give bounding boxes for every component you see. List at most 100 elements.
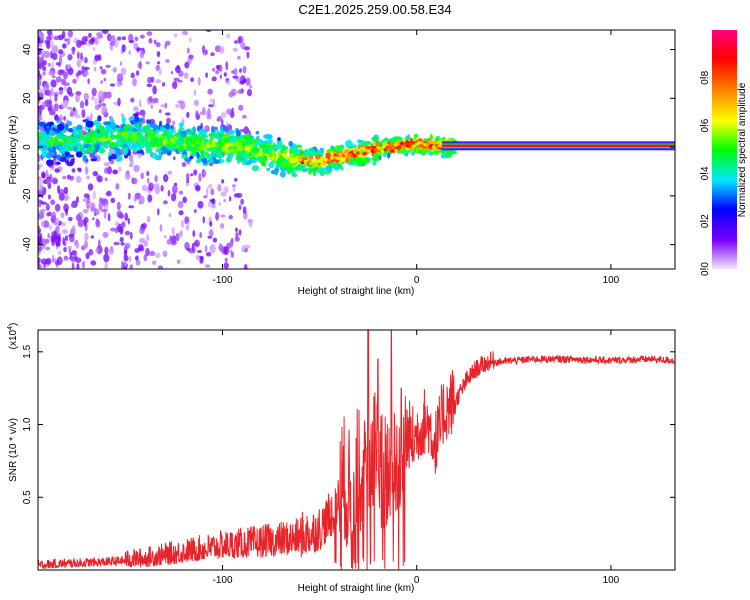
snr-y-tick-label-1: 1.0 [22, 417, 33, 431]
heatmap-cell-2341 [417, 141, 423, 145]
x-tick-label-0: -100 [212, 275, 232, 286]
heatmap-cell-287 [170, 240, 177, 246]
heatmap-cell-2155 [295, 167, 300, 171]
heatmap-cell-665 [195, 184, 201, 192]
heatmap-cell-898 [206, 113, 212, 120]
heatmap-cell-606 [220, 214, 226, 218]
heatmap-cell-747 [167, 170, 173, 175]
heatmap-cell-539 [219, 64, 223, 73]
heatmap-cell-536 [38, 200, 42, 207]
heatmap-cell-795 [59, 114, 63, 122]
heatmap-cell-288 [88, 249, 94, 256]
heatmap-cell-2310 [326, 158, 332, 163]
heatmap-cell-40 [115, 183, 120, 190]
heatmap-cell-204 [223, 186, 229, 194]
heatmap-cell-416 [104, 262, 109, 269]
heatmap-cell-2246 [244, 144, 251, 152]
heatmap-cell-1140 [136, 150, 144, 154]
heatmap-cell-1199 [59, 156, 67, 163]
heatmap-cell-2277 [413, 133, 419, 138]
heatmap-cell-2000 [155, 155, 162, 161]
heatmap-cell-275 [137, 61, 142, 69]
heatmap-cell-2100 [216, 151, 222, 158]
heatmap-cell-850 [63, 186, 69, 194]
heatmap-cell-630 [153, 183, 159, 190]
y-tick-label-2: 0 [22, 144, 33, 150]
heatmap-cell-2185 [122, 125, 129, 131]
heatmap-cell-1947 [222, 138, 230, 143]
heatmap-cell-2112 [227, 153, 234, 159]
spectrogram-marks [38, 30, 675, 269]
heatmap-cell-185 [117, 36, 122, 41]
heatmap-cell-750 [67, 174, 71, 180]
heatmap-cell-205 [186, 47, 190, 54]
heatmap-cell-162 [193, 169, 198, 176]
heatmap-cell-2241 [155, 138, 163, 143]
heatmap-cell-89 [90, 235, 95, 239]
heatmap-cell-312 [116, 201, 121, 211]
heatmap-cell-821 [110, 35, 116, 44]
heatmap-cell-653 [38, 177, 43, 187]
heatmap-cell-2002 [358, 156, 363, 163]
heatmap-cell-187 [238, 36, 241, 45]
heatmap-cell-790 [69, 234, 75, 243]
heatmap-cell-825 [95, 248, 99, 253]
heatmap-cell-434 [120, 67, 127, 76]
heatmap-cell-1977 [176, 133, 181, 137]
heatmap-cell-855 [38, 261, 41, 268]
heatmap-cell-564 [177, 79, 183, 83]
heatmap-cell-835 [205, 30, 212, 33]
heatmap-cell-572 [38, 88, 44, 94]
heatmap-cell-710 [107, 166, 112, 175]
heatmap-cell-2203 [173, 139, 177, 143]
heatmap-cell-30 [178, 190, 184, 195]
heatmap-cell-1849 [109, 118, 115, 123]
heatmap-cell-566 [57, 250, 62, 256]
heatmap-cell-479 [145, 247, 150, 257]
heatmap-cell-318 [153, 39, 157, 45]
heatmap-cell-42 [207, 201, 212, 208]
heatmap-cell-1909 [109, 122, 117, 129]
heatmap-cell-837 [127, 217, 130, 225]
heatmap-cell-238 [129, 264, 133, 269]
heatmap-cell-93 [91, 87, 97, 97]
heatmap-cell-581 [198, 173, 202, 182]
heatmap-cell-680 [83, 216, 89, 224]
heatmap-cell-513 [215, 70, 220, 75]
spectrogram-y-ticks: -40 -20 0 20 40 [22, 44, 675, 252]
heatmap-cell-401 [40, 220, 45, 228]
heatmap-cell-1058 [54, 114, 59, 121]
heatmap-cell-1937 [316, 150, 324, 156]
heatmap-cell-467 [209, 244, 216, 254]
heatmap-cell-388 [244, 244, 251, 249]
heatmap-cell-673 [84, 232, 89, 242]
heatmap-cell-717 [63, 116, 66, 121]
snr-series-line [38, 330, 675, 570]
heatmap-cell-213 [175, 103, 180, 109]
heatmap-cell-1989 [220, 130, 225, 137]
heatmap-cell-159 [159, 224, 163, 232]
heatmap-cell-2269 [48, 137, 55, 145]
heatmap-cell-765 [47, 233, 51, 239]
heatmap-cell-152 [99, 66, 103, 70]
heatmap-cell-807 [60, 212, 65, 219]
heatmap-cell-218 [83, 92, 89, 102]
heatmap-cell-734 [185, 173, 190, 181]
heatmap-cell-43 [226, 33, 231, 39]
heatmap-cell-1776 [198, 128, 207, 136]
heatmap-cell-491 [90, 260, 97, 266]
y-tick-label-0: -40 [22, 237, 33, 252]
heatmap-cell-2243 [152, 140, 156, 148]
heatmap-cell-435 [72, 107, 76, 112]
heatmap-cell-427 [58, 87, 64, 91]
heatmap-cell-2307 [318, 159, 324, 163]
heatmap-cell-2065 [271, 149, 275, 156]
heatmap-cell-2272 [375, 141, 380, 147]
heatmap-cell-716 [186, 247, 191, 252]
heatmap-cell-547 [38, 236, 41, 245]
colorbar-tick-label-2: 0.4 [700, 166, 711, 180]
heatmap-cell-792 [147, 76, 152, 84]
y-tick-label-3: 20 [22, 92, 33, 104]
heatmap-cell-1541 [372, 160, 377, 166]
